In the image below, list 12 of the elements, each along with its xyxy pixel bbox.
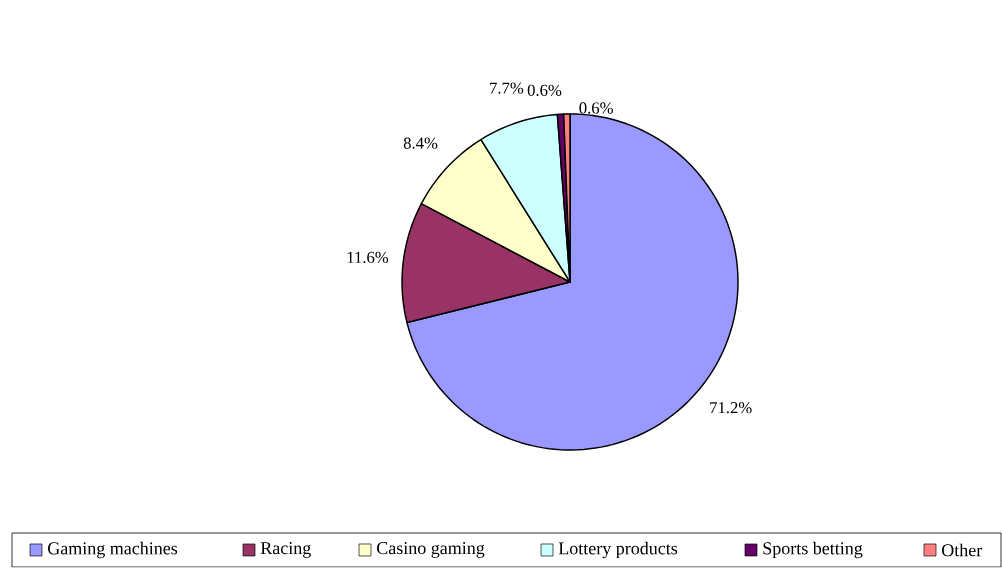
legend-label: Gaming machines (48, 541, 178, 559)
data-label: 8.4% (403, 137, 438, 149)
legend-label: Sports betting (763, 541, 863, 559)
data-label: 71.2% (710, 402, 752, 414)
legend-label: Casino gaming (377, 542, 485, 558)
data-label: 0.6% (579, 102, 613, 114)
legend-label: Racing (260, 542, 311, 558)
data-label: 7.7% (490, 82, 524, 94)
data-label: 0.6% (527, 84, 562, 96)
legend-label: Other (942, 543, 983, 557)
data-label: 11.6% (347, 251, 389, 264)
legend-label: Lottery products (558, 541, 678, 559)
